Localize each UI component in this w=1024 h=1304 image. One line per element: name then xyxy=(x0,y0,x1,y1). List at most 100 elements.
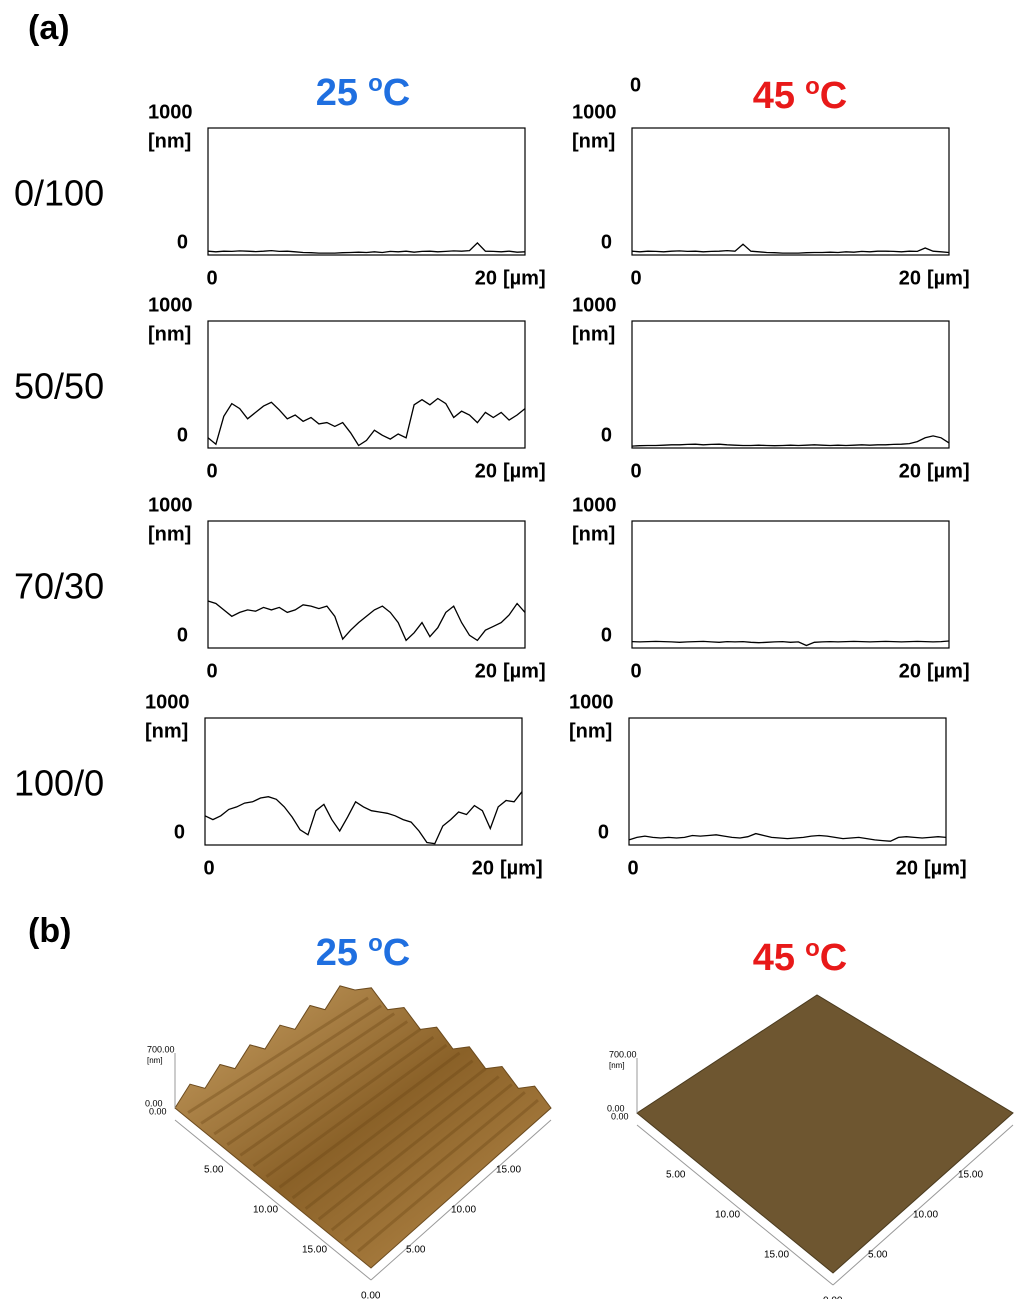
y-tick-label: 1000 xyxy=(572,494,617,516)
z-label: 0.00 xyxy=(607,1103,625,1113)
plot-frame xyxy=(207,127,526,256)
surface-texture xyxy=(226,1020,409,1146)
panel-label: (b) xyxy=(28,912,71,950)
x-axis-label: [µm] xyxy=(503,660,546,682)
surface-texture xyxy=(343,1091,526,1242)
x-tick-label: 0 xyxy=(630,460,641,482)
plot-frame xyxy=(631,520,950,649)
profile-line xyxy=(628,832,947,842)
z-label: [nm] xyxy=(609,1061,625,1070)
axis-label: 5.00 xyxy=(406,1245,426,1256)
column-title: 45 oC xyxy=(753,73,847,117)
axis-label: 0.00 xyxy=(361,1291,381,1299)
x-tick-label: 0 xyxy=(630,267,641,289)
plot-frame xyxy=(631,320,950,449)
x-tick-label: 20 xyxy=(896,857,918,879)
x-axis-label: [µm] xyxy=(500,857,543,879)
surface-texture xyxy=(200,1004,382,1125)
z-label: 0.00 xyxy=(149,1106,167,1116)
y-tick-label: 0 xyxy=(177,231,188,253)
right-axis xyxy=(370,1119,552,1281)
annotation: 0 xyxy=(630,74,641,96)
profile-line xyxy=(204,791,523,845)
left-axis xyxy=(174,1119,372,1281)
x-axis-label: [µm] xyxy=(503,460,546,482)
y-tick-label: 1000 xyxy=(148,294,193,316)
column-title: 25 oC xyxy=(316,930,410,974)
x-axis-label: [µm] xyxy=(927,460,970,482)
x-axis-label: [µm] xyxy=(927,267,970,289)
column-title: 45 oC xyxy=(753,935,847,979)
plot-frame xyxy=(204,717,523,846)
left-axis xyxy=(636,1124,834,1286)
row-label: 100/0 xyxy=(14,763,104,804)
axis-label: 15.00 xyxy=(958,1170,983,1181)
axis-label: 10.00 xyxy=(715,1210,740,1221)
surface-3d xyxy=(174,985,552,1269)
x-tick-label: 0 xyxy=(627,857,638,879)
y-tick-label: 1000 xyxy=(148,494,193,516)
axis-label: 15.00 xyxy=(764,1250,789,1261)
column-title: 25 oC xyxy=(316,70,410,114)
y-tick-label: 0 xyxy=(601,624,612,646)
profile-line xyxy=(207,600,526,642)
surface-texture xyxy=(304,1067,487,1210)
z-label: 700.00 xyxy=(609,1049,637,1059)
y-tick-label: 0 xyxy=(601,424,612,446)
x-tick-label: 20 xyxy=(899,267,921,289)
y-tick-label: 0 xyxy=(598,821,609,843)
panel-label: (a) xyxy=(28,9,70,47)
axis-label: 10.00 xyxy=(253,1205,278,1216)
y-axis-label: [nm] xyxy=(569,720,612,742)
title-unit: C xyxy=(383,932,410,974)
title-degree: o xyxy=(805,935,820,962)
y-tick-label: 0 xyxy=(174,821,185,843)
title-degree: o xyxy=(805,73,820,100)
x-tick-label: 20 xyxy=(475,460,497,482)
axis-label: 10.00 xyxy=(913,1210,938,1221)
y-axis-label: [nm] xyxy=(572,323,615,345)
profile-line xyxy=(207,397,526,447)
title-unit: C xyxy=(383,72,410,114)
plot-frame xyxy=(631,127,950,256)
title-number: 45 xyxy=(753,937,795,979)
x-tick-label: 0 xyxy=(630,660,641,682)
axis-label: 15.00 xyxy=(302,1245,327,1256)
surface-texture xyxy=(278,1051,461,1189)
x-tick-label: 20 xyxy=(899,660,921,682)
surface-texture xyxy=(187,996,369,1114)
surface-texture xyxy=(265,1043,448,1178)
title-number: 25 xyxy=(316,932,358,974)
y-tick-label: 1000 xyxy=(572,101,617,123)
surface-texture xyxy=(291,1059,474,1200)
y-axis-label: [nm] xyxy=(148,323,191,345)
title-unit: C xyxy=(820,75,847,117)
z-label: 0.00 xyxy=(611,1111,629,1121)
y-tick-label: 0 xyxy=(177,424,188,446)
row-label: 0/100 xyxy=(14,173,104,214)
surface-texture xyxy=(330,1083,513,1232)
x-axis-label: [µm] xyxy=(924,857,967,879)
z-label: 700.00 xyxy=(147,1044,175,1054)
x-axis-label: [µm] xyxy=(503,267,546,289)
title-degree: o xyxy=(368,930,383,957)
surface-texture xyxy=(317,1075,500,1221)
x-tick-label: 20 xyxy=(472,857,494,879)
title-number: 45 xyxy=(753,75,795,117)
axis-label: 5.00 xyxy=(666,1170,686,1181)
profile-line xyxy=(207,241,526,254)
y-tick-label: 1000 xyxy=(148,101,193,123)
y-axis-label: [nm] xyxy=(148,130,191,152)
row-label: 70/30 xyxy=(14,566,104,607)
surface-3d xyxy=(636,994,1014,1274)
x-tick-label: 20 xyxy=(475,267,497,289)
plot-frame xyxy=(207,520,526,649)
axis-label: 15.00 xyxy=(496,1165,521,1176)
title-unit: C xyxy=(820,937,847,979)
y-axis-label: [nm] xyxy=(145,720,188,742)
x-tick-label: 20 xyxy=(899,460,921,482)
y-tick-label: 1000 xyxy=(569,691,614,713)
y-tick-label: 0 xyxy=(601,231,612,253)
surface-texture xyxy=(239,1028,422,1157)
